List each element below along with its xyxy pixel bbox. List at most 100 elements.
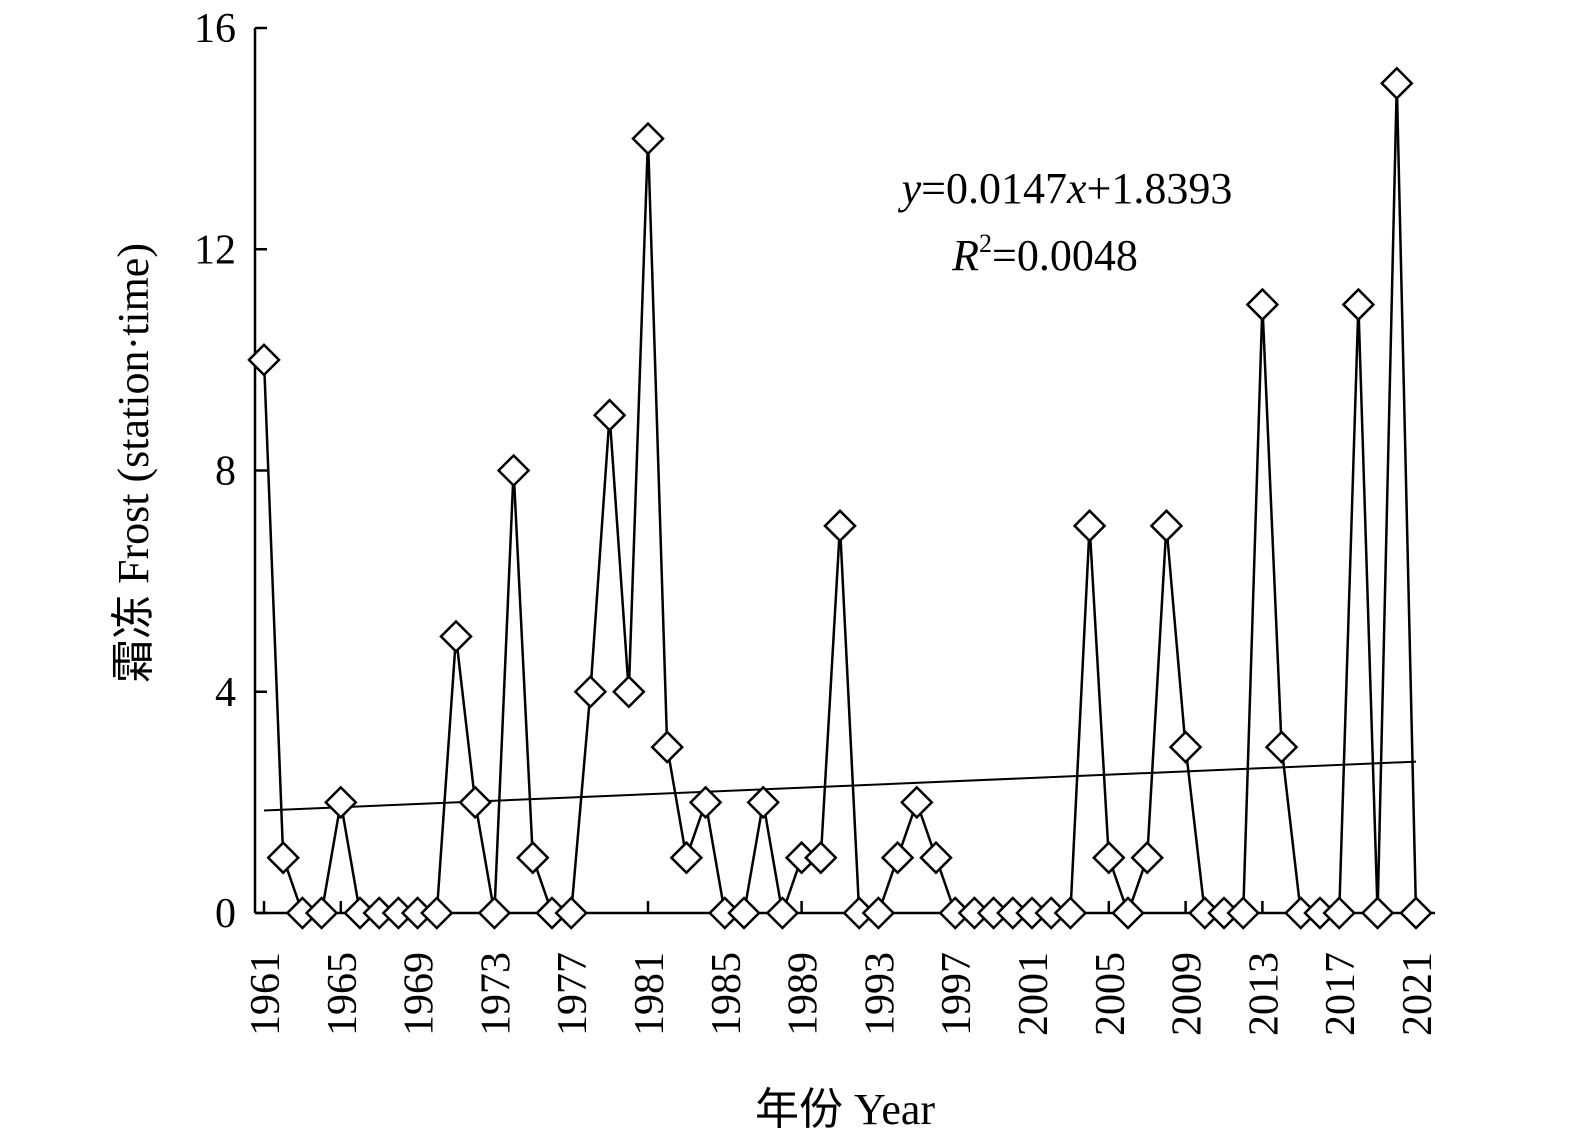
series-segment xyxy=(493,470,515,914)
x-tick-label: 2001 xyxy=(1011,952,1057,1036)
data-point xyxy=(304,896,339,930)
data-point xyxy=(861,896,896,930)
series-segment xyxy=(435,636,458,914)
series-segment xyxy=(742,802,765,914)
series-segment xyxy=(1165,525,1187,748)
data-point xyxy=(324,785,358,820)
data-point xyxy=(1130,840,1164,875)
data-point xyxy=(1245,287,1280,322)
data-point xyxy=(823,509,857,543)
y-axis-title: 霜冻 Frost (station·time) xyxy=(109,243,158,683)
series-segment xyxy=(1184,746,1207,914)
y-tick-label: 4 xyxy=(215,670,236,716)
x-ticks: 1961 1965 1969 1973 1977 1981 1985 1989 1993 1997… xyxy=(243,901,1441,1036)
series-segment xyxy=(589,415,611,692)
trendline xyxy=(263,760,1417,812)
x-tick-label: 1985 xyxy=(704,952,750,1036)
series-segment xyxy=(1069,525,1091,914)
data-point xyxy=(420,896,454,930)
data-point xyxy=(900,785,934,820)
series-segment xyxy=(704,802,727,914)
x-tick-label: 2009 xyxy=(1165,952,1211,1036)
series-segment xyxy=(1088,525,1111,858)
x-tick-label: 2021 xyxy=(1395,952,1441,1036)
series-segment xyxy=(1395,83,1418,914)
x-tick-label: 1961 xyxy=(243,952,289,1036)
series-segment xyxy=(646,138,669,748)
x-tick-label: 1997 xyxy=(934,952,980,1036)
data-point xyxy=(247,343,281,377)
r-symbol: R xyxy=(951,231,979,280)
series-segment xyxy=(262,359,285,858)
data-point xyxy=(516,840,550,875)
x-tick-label: 1977 xyxy=(550,952,596,1036)
data-point xyxy=(1380,66,1414,101)
data-point xyxy=(746,785,780,820)
markers-group xyxy=(247,66,1433,930)
data-point xyxy=(765,896,800,930)
x-tick-label: 1993 xyxy=(857,952,903,1036)
x-axis-title: 年份 Year xyxy=(755,1085,935,1134)
series-segment xyxy=(665,746,688,858)
eq-slope: =0.0147 xyxy=(921,164,1067,213)
data-point xyxy=(1264,730,1299,764)
data-point xyxy=(1399,896,1433,930)
series-segment xyxy=(1280,746,1303,914)
series-segment xyxy=(339,802,362,914)
y-tick-label: 0 xyxy=(215,891,236,937)
series-segment xyxy=(1145,525,1168,858)
y-tick-label: 12 xyxy=(194,227,236,273)
x-tick-label: 1973 xyxy=(473,952,519,1036)
trendline-group xyxy=(263,760,1417,812)
x-tick-label: 1989 xyxy=(781,952,827,1036)
series-segment xyxy=(320,802,343,914)
trend-equation: y=0.0147x+1.8393 xyxy=(898,164,1233,213)
series-segment xyxy=(512,470,535,858)
r-superscript: 2 xyxy=(979,229,992,258)
x-tick-label: 2005 xyxy=(1088,952,1134,1036)
series-segment xyxy=(608,415,631,692)
series-segment xyxy=(569,691,592,914)
data-point xyxy=(880,840,915,875)
eq-intercept: +1.8393 xyxy=(1087,164,1233,213)
series-segment xyxy=(473,802,496,914)
series-segment xyxy=(1261,304,1283,748)
data-point xyxy=(650,730,684,764)
data-point xyxy=(1168,730,1203,764)
y-ticks: 0 4 8 12 16 xyxy=(194,6,267,937)
x-tick-label: 1969 xyxy=(397,952,443,1036)
series-group xyxy=(262,83,1418,915)
x-tick-label: 2017 xyxy=(1318,952,1364,1036)
data-point xyxy=(554,896,588,930)
y-tick-label: 8 xyxy=(215,449,236,495)
data-point xyxy=(688,785,723,820)
series-segment xyxy=(1357,304,1379,914)
data-point xyxy=(804,840,838,875)
data-point xyxy=(439,619,473,654)
data-point xyxy=(669,840,704,875)
data-point xyxy=(1226,896,1260,930)
series-segment xyxy=(819,525,842,858)
series-segment xyxy=(1241,304,1264,914)
series-segment xyxy=(761,802,784,914)
x-tick-label: 2013 xyxy=(1241,952,1287,1036)
eq-y-symbol: y xyxy=(898,164,922,213)
data-point xyxy=(631,121,665,156)
y-tick-label: 16 xyxy=(194,6,236,52)
data-point xyxy=(266,840,300,875)
series-segment xyxy=(1337,304,1360,914)
data-point xyxy=(1322,896,1356,930)
data-point xyxy=(458,785,492,820)
data-point xyxy=(612,674,646,709)
series-segment xyxy=(627,138,650,692)
r-value: =0.0048 xyxy=(992,231,1138,280)
series-segment xyxy=(1376,83,1399,914)
data-point xyxy=(1092,840,1126,875)
eq-x-symbol: x xyxy=(1066,164,1087,213)
data-point xyxy=(1149,509,1184,543)
r-squared: R2=0.0048 xyxy=(951,229,1138,280)
x-tick-label: 1965 xyxy=(320,952,366,1036)
data-point xyxy=(1360,896,1395,930)
data-point xyxy=(477,896,512,930)
